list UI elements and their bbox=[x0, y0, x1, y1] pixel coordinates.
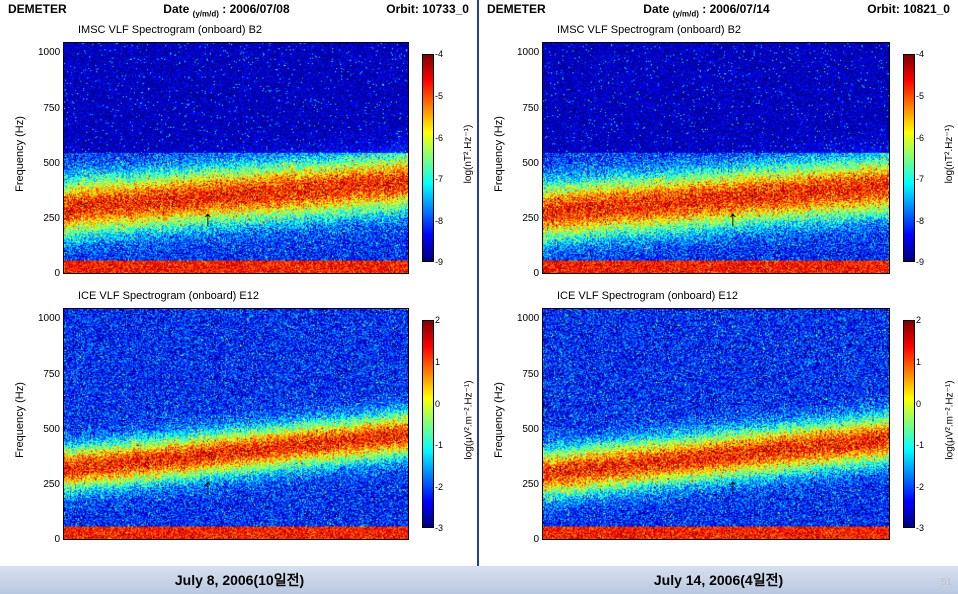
y-tick: 500 bbox=[38, 424, 60, 435]
y-axis-label: Frequency (Hz) bbox=[14, 382, 26, 458]
colorbar-label: log(nT².Hz⁻¹) bbox=[464, 125, 475, 184]
spectrogram-plot bbox=[63, 42, 409, 274]
footer-left: July 8, 2006(10일전) bbox=[0, 566, 479, 594]
colorbar-tick: -2 bbox=[435, 482, 451, 492]
y-tick: 250 bbox=[517, 479, 539, 490]
panel-3: ICE VLF Spectrogram (onboard) E12 Frequen… bbox=[487, 290, 950, 552]
colorbar-tick: -1 bbox=[435, 440, 451, 450]
y-tick: 0 bbox=[38, 268, 60, 279]
y-tick: 0 bbox=[517, 534, 539, 545]
right-column: DEMETER Date (y/m/d) : 2006/07/14 Orbit:… bbox=[479, 0, 958, 594]
colorbar-tick: -4 bbox=[435, 49, 451, 59]
colorbar-tick: -2 bbox=[916, 482, 932, 492]
y-axis-label: Frequency (Hz) bbox=[14, 116, 26, 192]
colorbar-label: log(μV².m⁻².Hz⁻¹) bbox=[945, 381, 956, 460]
colorbar-tick: 0 bbox=[916, 399, 932, 409]
date-label: Date (y/m/d) : 2006/07/14 bbox=[643, 2, 769, 18]
y-tick: 500 bbox=[517, 158, 539, 169]
colorbar-tick: -3 bbox=[916, 523, 932, 533]
header-left: DEMETER Date (y/m/d) : 2006/07/08 Orbit:… bbox=[0, 0, 477, 20]
panel-title: ICE VLF Spectrogram (onboard) E12 bbox=[78, 290, 259, 302]
mission-label: DEMETER bbox=[487, 2, 546, 18]
colorbar-tick: -8 bbox=[916, 216, 932, 226]
y-tick: 1000 bbox=[38, 313, 60, 324]
color-bar bbox=[903, 320, 915, 528]
colorbar-tick: -7 bbox=[435, 174, 451, 184]
arrow-marker: ↑ bbox=[202, 208, 213, 230]
panel-2: IMSC VLF Spectrogram (onboard) B2 Frequen… bbox=[487, 24, 950, 286]
mission-label: DEMETER bbox=[8, 2, 67, 18]
y-tick: 250 bbox=[38, 213, 60, 224]
date-label: Date (y/m/d) : 2006/07/08 bbox=[163, 2, 289, 18]
colorbar-tick: -1 bbox=[916, 440, 932, 450]
y-tick: 0 bbox=[517, 268, 539, 279]
colorbar-label: log(nT².Hz⁻¹) bbox=[945, 125, 956, 184]
left-column: DEMETER Date (y/m/d) : 2006/07/08 Orbit:… bbox=[0, 0, 479, 594]
colorbar-tick: 2 bbox=[916, 315, 932, 325]
colorbar-tick: 1 bbox=[435, 357, 451, 367]
colorbar-label: log(μV².m⁻².Hz⁻¹) bbox=[464, 381, 475, 460]
colorbar-tick: 0 bbox=[435, 399, 451, 409]
y-tick: 750 bbox=[38, 103, 60, 114]
colorbar-tick: -6 bbox=[435, 133, 451, 143]
panel-1: ICE VLF Spectrogram (onboard) E12 Frequen… bbox=[8, 290, 469, 552]
page-number: 51 bbox=[941, 577, 952, 588]
colorbar-tick: -6 bbox=[916, 133, 932, 143]
colorbar-tick: -5 bbox=[435, 91, 451, 101]
panel-title: IMSC VLF Spectrogram (onboard) B2 bbox=[78, 24, 262, 36]
arrow-marker: ↑ bbox=[202, 476, 213, 498]
arrow-marker: ↑ bbox=[727, 208, 738, 230]
y-tick: 1000 bbox=[517, 313, 539, 324]
figure-container: DEMETER Date (y/m/d) : 2006/07/08 Orbit:… bbox=[0, 0, 958, 594]
y-tick: 250 bbox=[517, 213, 539, 224]
orbit-label: Orbit: 10821_0 bbox=[867, 2, 950, 18]
color-bar bbox=[422, 320, 434, 528]
y-axis-label: Frequency (Hz) bbox=[493, 116, 505, 192]
colorbar-tick: -9 bbox=[916, 257, 932, 267]
y-axis-label: Frequency (Hz) bbox=[493, 382, 505, 458]
footer-right: July 14, 2006(4일전) bbox=[479, 566, 958, 594]
color-bar bbox=[422, 54, 434, 262]
spectrogram-plot bbox=[542, 308, 890, 540]
colorbar-tick: -5 bbox=[916, 91, 932, 101]
panel-0: IMSC VLF Spectrogram (onboard) B2 Frequen… bbox=[8, 24, 469, 286]
panel-title: IMSC VLF Spectrogram (onboard) B2 bbox=[557, 24, 741, 36]
spectrogram-plot bbox=[63, 308, 409, 540]
color-bar bbox=[903, 54, 915, 262]
y-tick: 1000 bbox=[517, 47, 539, 58]
y-tick: 500 bbox=[38, 158, 60, 169]
colorbar-tick: 2 bbox=[435, 315, 451, 325]
y-tick: 750 bbox=[38, 369, 60, 380]
y-tick: 1000 bbox=[38, 47, 60, 58]
y-tick: 750 bbox=[517, 103, 539, 114]
arrow-marker: ↑ bbox=[727, 476, 738, 498]
orbit-label: Orbit: 10733_0 bbox=[386, 2, 469, 18]
y-tick: 250 bbox=[38, 479, 60, 490]
y-tick: 500 bbox=[517, 424, 539, 435]
colorbar-tick: -8 bbox=[435, 216, 451, 226]
colorbar-tick: 1 bbox=[916, 357, 932, 367]
y-tick: 0 bbox=[38, 534, 60, 545]
y-tick: 750 bbox=[517, 369, 539, 380]
spectrogram-plot bbox=[542, 42, 890, 274]
colorbar-tick: -3 bbox=[435, 523, 451, 533]
header-right: DEMETER Date (y/m/d) : 2006/07/14 Orbit:… bbox=[479, 0, 958, 20]
colorbar-tick: -4 bbox=[916, 49, 932, 59]
footer: July 8, 2006(10일전) July 14, 2006(4일전) bbox=[0, 566, 958, 594]
panel-title: ICE VLF Spectrogram (onboard) E12 bbox=[557, 290, 738, 302]
colorbar-tick: -9 bbox=[435, 257, 451, 267]
colorbar-tick: -7 bbox=[916, 174, 932, 184]
